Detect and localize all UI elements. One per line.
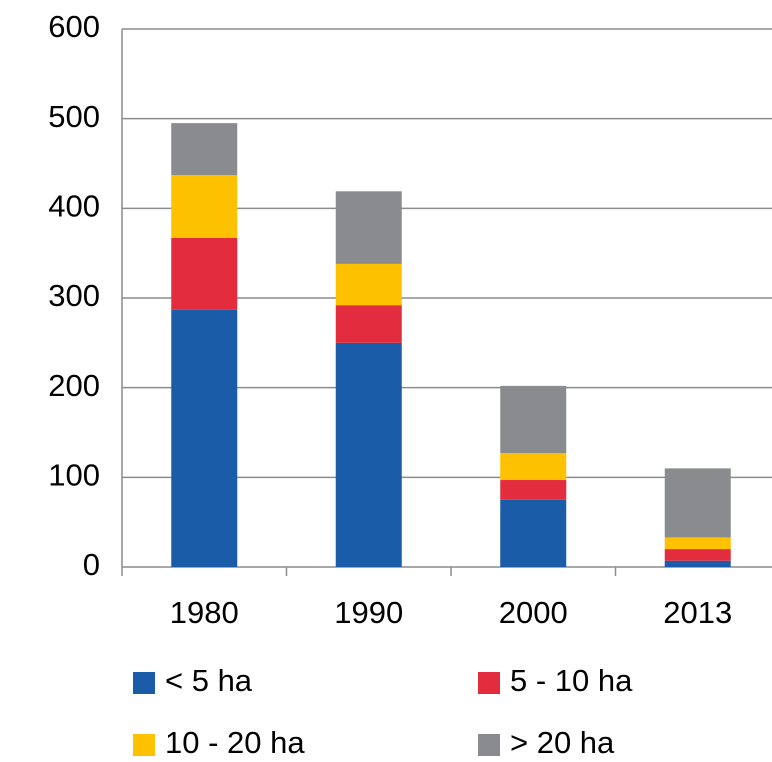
y-tick-label: 0 — [83, 547, 100, 582]
bar-segment — [171, 237, 238, 310]
legend-label: 5 - 10 ha — [510, 663, 633, 698]
bar-segment — [171, 309, 238, 567]
legend-label: 10 - 20 ha — [165, 725, 305, 760]
bar-segment — [500, 499, 567, 567]
x-tick-label: 1990 — [334, 595, 403, 630]
bar-segment — [664, 537, 731, 550]
legend-label: > 20 ha — [510, 725, 615, 760]
x-tick-label: 1980 — [170, 595, 239, 630]
legend-swatch — [478, 734, 500, 756]
legend-swatch — [133, 672, 155, 694]
bar-segment — [500, 453, 567, 481]
bar-segment — [664, 560, 731, 567]
bar-segment — [335, 191, 402, 264]
legend-swatch — [478, 672, 500, 694]
bar-segment — [335, 263, 402, 306]
y-tick-label: 200 — [48, 368, 100, 403]
y-tick-label: 400 — [48, 189, 100, 224]
bar-segment — [500, 480, 567, 500]
bar-segment — [664, 468, 731, 538]
x-tick-label: 2013 — [663, 595, 732, 630]
x-tick-label: 2000 — [499, 595, 568, 630]
bar-segment — [500, 385, 567, 454]
bar-segment — [335, 342, 402, 567]
y-tick-label: 100 — [48, 458, 100, 493]
y-tick-label: 500 — [48, 99, 100, 134]
bar-segment — [171, 123, 238, 176]
bar-segment — [335, 305, 402, 343]
legend-label: < 5 ha — [165, 663, 253, 698]
y-tick-label: 300 — [48, 278, 100, 313]
bar-segment — [664, 549, 731, 561]
legend-swatch — [133, 734, 155, 756]
y-tick-label: 600 — [48, 9, 100, 44]
bar-segment — [171, 175, 238, 238]
